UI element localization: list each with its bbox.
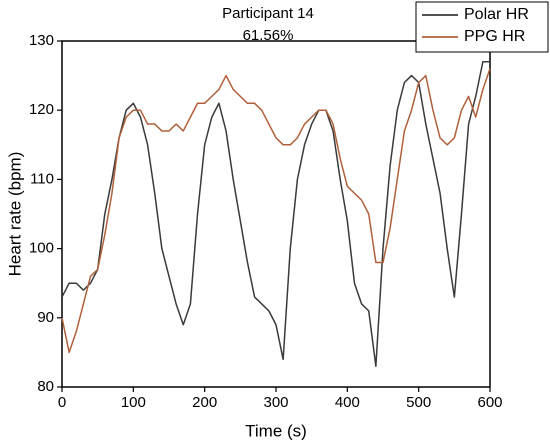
y-tick-label: 90 [37, 309, 54, 326]
x-tick-label: 600 [477, 394, 502, 411]
data-line [61, 61, 490, 367]
x-tick-label: 400 [335, 394, 360, 411]
x-tick-label: 0 [58, 394, 66, 411]
y-tick-label: 130 [29, 32, 54, 49]
y-tick-label: 120 [29, 101, 54, 118]
y-tick-label: 80 [37, 378, 54, 395]
y-tick-label: 100 [29, 240, 54, 257]
y-axis-label: Heart rate (bpm) [5, 152, 24, 277]
x-tick-label: 300 [263, 394, 288, 411]
plot-frame [61, 40, 491, 388]
x-tick-label: 100 [121, 394, 146, 411]
legend-label: Polar HR [464, 6, 529, 23]
x-axis-label: Time (s) [245, 421, 307, 440]
x-tick-label: 500 [406, 394, 431, 411]
data-line [61, 68, 491, 354]
legend-label: PPG HR [464, 28, 525, 45]
chart-title: Participant 14 [222, 5, 314, 22]
x-tick-label: 200 [192, 394, 217, 411]
chart-subtitle: 61.56% [243, 27, 294, 44]
y-tick-label: 110 [30, 170, 54, 187]
legend-box [415, 1, 549, 53]
